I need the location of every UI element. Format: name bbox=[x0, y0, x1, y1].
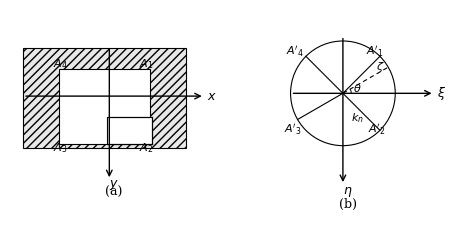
Bar bbox=[23, 49, 186, 149]
Bar bbox=[59, 70, 150, 144]
Text: $A'_2$: $A'_2$ bbox=[368, 122, 386, 137]
Text: $A_1$: $A_1$ bbox=[139, 57, 154, 71]
Text: $\eta$: $\eta$ bbox=[343, 184, 353, 198]
Bar bbox=[107, 117, 153, 144]
Text: $y$: $y$ bbox=[109, 177, 119, 191]
Text: $x$: $x$ bbox=[207, 89, 216, 102]
Text: $\zeta$: $\zeta$ bbox=[376, 60, 385, 74]
Text: $\theta$: $\theta$ bbox=[353, 82, 362, 94]
Text: $A_3$: $A_3$ bbox=[53, 140, 67, 154]
Text: $A_4$: $A_4$ bbox=[53, 57, 68, 71]
Text: $A'_3$: $A'_3$ bbox=[284, 122, 302, 137]
Text: $A'_4$: $A'_4$ bbox=[286, 44, 304, 58]
Text: $\xi$: $\xi$ bbox=[437, 84, 446, 101]
Text: (b): (b) bbox=[339, 197, 357, 210]
Text: $A'_1$: $A'_1$ bbox=[366, 44, 384, 58]
Text: $k_n$: $k_n$ bbox=[351, 110, 364, 124]
Text: $A_2$: $A_2$ bbox=[139, 140, 154, 154]
Text: (a): (a) bbox=[105, 185, 123, 198]
